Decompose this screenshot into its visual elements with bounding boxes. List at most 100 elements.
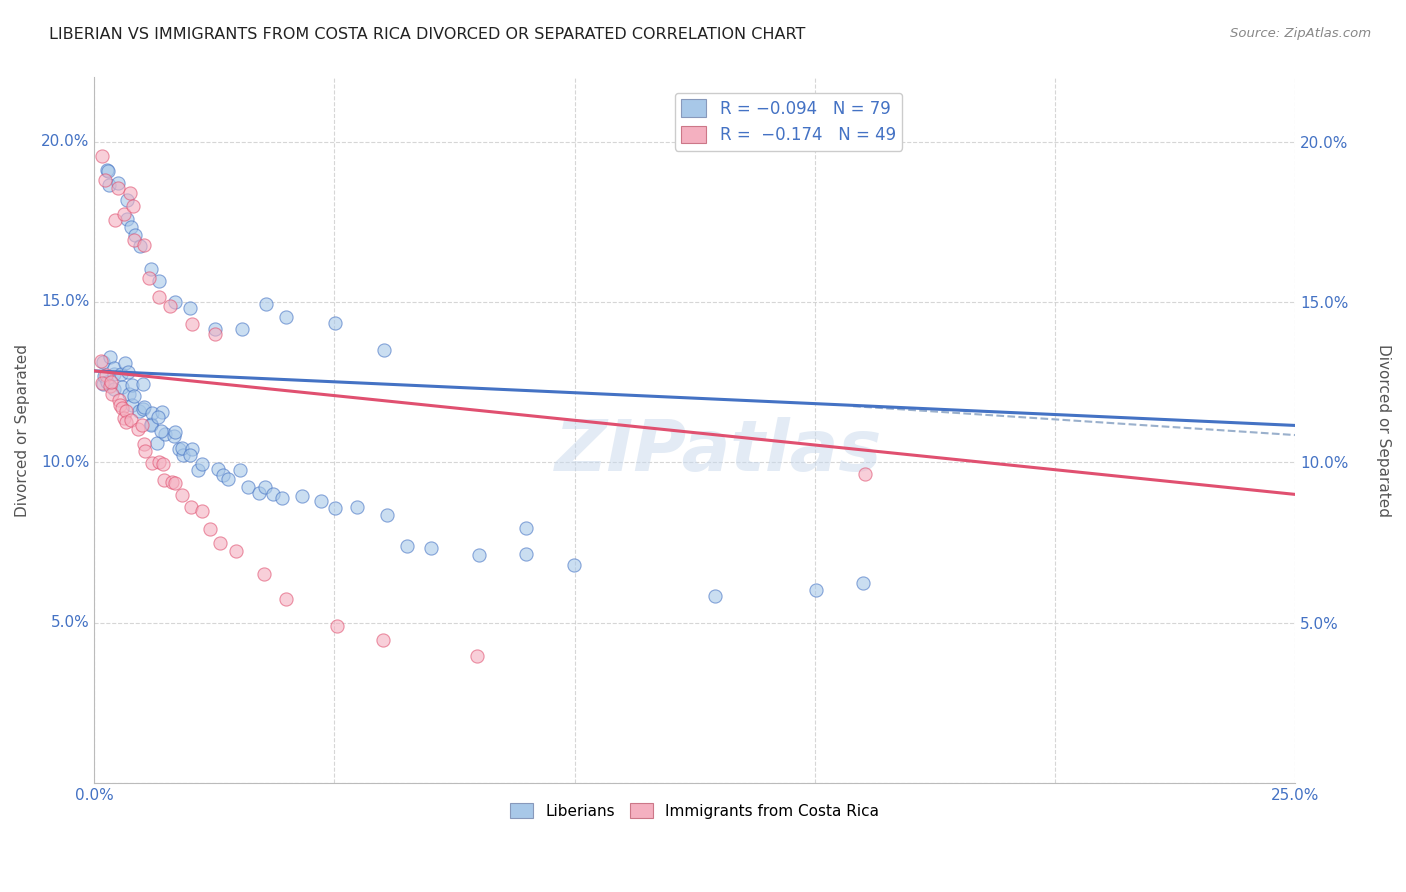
Immigrants from Costa Rica bbox=[225, 544, 247, 558]
Liberians bbox=[419, 541, 441, 555]
Immigrants from Costa Rica bbox=[124, 233, 146, 247]
Immigrants from Costa Rica bbox=[162, 475, 184, 489]
Liberians bbox=[91, 376, 114, 391]
Liberians bbox=[148, 274, 170, 288]
Immigrants from Costa Rica bbox=[101, 386, 124, 401]
Liberians bbox=[468, 549, 491, 563]
Immigrants from Costa Rica bbox=[104, 212, 127, 227]
Liberians bbox=[323, 316, 346, 330]
Liberians bbox=[262, 486, 284, 500]
Immigrants from Costa Rica bbox=[141, 456, 163, 470]
Immigrants from Costa Rica bbox=[138, 270, 160, 285]
Immigrants from Costa Rica bbox=[127, 422, 149, 436]
Liberians bbox=[146, 410, 169, 425]
Liberians bbox=[117, 365, 139, 379]
Liberians bbox=[373, 343, 395, 358]
Liberians bbox=[103, 367, 125, 381]
Liberians bbox=[231, 322, 253, 336]
Liberians bbox=[107, 176, 129, 190]
Liberians bbox=[804, 582, 827, 597]
Liberians bbox=[236, 480, 259, 494]
Immigrants from Costa Rica bbox=[853, 467, 876, 482]
Liberians bbox=[145, 435, 167, 450]
Liberians bbox=[124, 227, 146, 242]
Liberians bbox=[155, 426, 177, 441]
Liberians bbox=[704, 589, 727, 603]
Liberians bbox=[111, 380, 134, 394]
Immigrants from Costa Rica bbox=[148, 290, 170, 304]
Y-axis label: Divorced or Separated: Divorced or Separated bbox=[15, 343, 30, 516]
Liberians bbox=[291, 489, 314, 503]
Liberians bbox=[217, 472, 239, 486]
Immigrants from Costa Rica bbox=[118, 186, 141, 201]
Liberians bbox=[187, 463, 209, 477]
Liberians bbox=[204, 322, 226, 336]
Liberians bbox=[132, 400, 155, 414]
Liberians bbox=[167, 442, 190, 457]
Liberians bbox=[180, 442, 202, 457]
Text: Source: ZipAtlas.com: Source: ZipAtlas.com bbox=[1230, 27, 1371, 40]
Immigrants from Costa Rica bbox=[108, 393, 131, 408]
Liberians bbox=[110, 367, 132, 381]
Liberians bbox=[128, 239, 150, 253]
Immigrants from Costa Rica bbox=[204, 327, 226, 342]
Liberians bbox=[93, 369, 115, 384]
Liberians bbox=[120, 219, 142, 234]
Immigrants from Costa Rica bbox=[98, 379, 121, 393]
Immigrants from Costa Rica bbox=[107, 181, 129, 195]
Immigrants from Costa Rica bbox=[134, 238, 156, 252]
Liberians bbox=[172, 448, 194, 462]
Liberians bbox=[851, 576, 873, 591]
Y-axis label: Divorced or Separated: Divorced or Separated bbox=[1376, 343, 1391, 516]
Liberians bbox=[117, 193, 139, 207]
Liberians bbox=[141, 261, 163, 276]
Liberians bbox=[309, 494, 332, 508]
Immigrants from Costa Rica bbox=[122, 199, 145, 213]
Liberians bbox=[131, 376, 153, 391]
Immigrants from Costa Rica bbox=[110, 398, 132, 412]
Liberians bbox=[122, 389, 145, 403]
Immigrants from Costa Rica bbox=[91, 376, 114, 391]
Liberians bbox=[207, 461, 229, 475]
Liberians bbox=[179, 301, 201, 316]
Liberians bbox=[115, 212, 138, 227]
Immigrants from Costa Rica bbox=[148, 455, 170, 469]
Immigrants from Costa Rica bbox=[134, 437, 156, 451]
Immigrants from Costa Rica bbox=[180, 317, 202, 331]
Liberians bbox=[254, 297, 277, 311]
Liberians bbox=[139, 417, 162, 432]
Immigrants from Costa Rica bbox=[198, 522, 221, 536]
Liberians bbox=[98, 350, 121, 364]
Liberians bbox=[96, 375, 118, 389]
Immigrants from Costa Rica bbox=[170, 488, 193, 502]
Liberians bbox=[163, 295, 186, 310]
Immigrants from Costa Rica bbox=[465, 648, 488, 663]
Immigrants from Costa Rica bbox=[115, 403, 138, 417]
Liberians bbox=[179, 449, 201, 463]
Liberians bbox=[375, 508, 398, 522]
Immigrants from Costa Rica bbox=[274, 592, 297, 607]
Immigrants from Costa Rica bbox=[131, 418, 153, 433]
Liberians bbox=[150, 405, 173, 419]
Liberians bbox=[346, 500, 368, 515]
Liberians bbox=[274, 310, 297, 325]
Immigrants from Costa Rica bbox=[325, 619, 347, 633]
Immigrants from Costa Rica bbox=[100, 375, 122, 389]
Liberians bbox=[170, 441, 193, 455]
Immigrants from Costa Rica bbox=[152, 458, 174, 472]
Liberians bbox=[396, 540, 419, 554]
Immigrants from Costa Rica bbox=[90, 354, 112, 368]
Liberians bbox=[323, 501, 346, 516]
Liberians bbox=[247, 486, 270, 500]
Immigrants from Costa Rica bbox=[371, 633, 394, 648]
Liberians bbox=[229, 463, 252, 477]
Immigrants from Costa Rica bbox=[165, 476, 187, 491]
Immigrants from Costa Rica bbox=[134, 444, 156, 458]
Liberians bbox=[212, 467, 235, 482]
Liberians bbox=[515, 521, 537, 535]
Liberians bbox=[98, 178, 121, 192]
Liberians bbox=[254, 480, 277, 494]
Liberians bbox=[163, 425, 186, 439]
Liberians bbox=[515, 547, 537, 561]
Immigrants from Costa Rica bbox=[209, 536, 232, 550]
